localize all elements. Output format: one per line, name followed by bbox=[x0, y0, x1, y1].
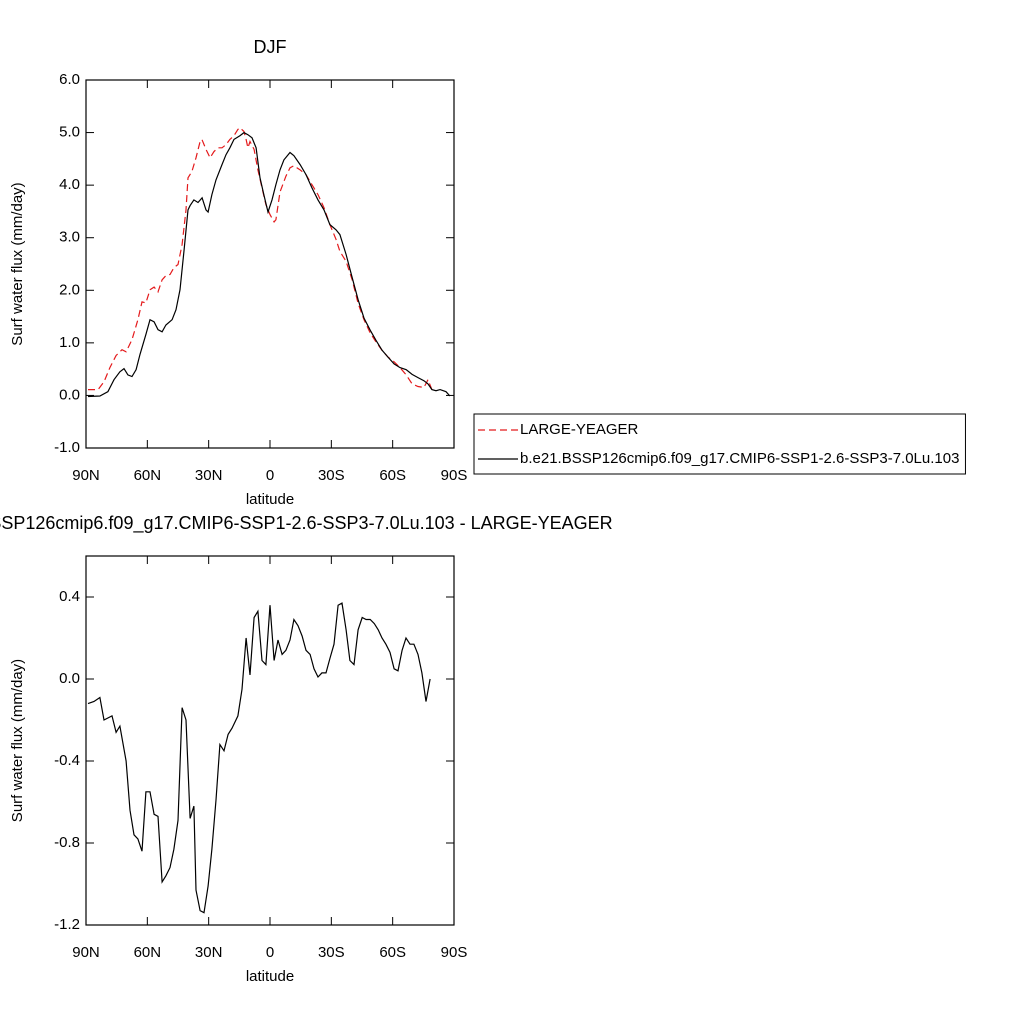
data-line bbox=[88, 127, 433, 391]
data-line bbox=[87, 131, 451, 398]
y-tick-label: 0.4 bbox=[59, 588, 80, 605]
x-tick-label: 30N bbox=[195, 944, 223, 961]
x-tick-label: 30S bbox=[318, 944, 345, 961]
legend-label: LARGE-YEAGER bbox=[520, 421, 639, 438]
x-tick-label: 90S bbox=[441, 944, 468, 961]
y-axis-label: Surf water flux (mm/day) bbox=[9, 659, 26, 822]
chart-title: b.e21.BSSP126cmip6.f09_g17.CMIP6-SSP1-2.… bbox=[0, 513, 613, 534]
x-tick-label: 30N bbox=[195, 467, 223, 484]
y-tick-label: 1.0 bbox=[59, 334, 80, 351]
x-tick-label: 90S bbox=[441, 467, 468, 484]
x-tick-label: 30S bbox=[318, 467, 345, 484]
x-tick-label: 60S bbox=[379, 944, 406, 961]
y-tick-label: 0.0 bbox=[59, 670, 80, 687]
y-axis-label: Surf water flux (mm/day) bbox=[9, 182, 26, 345]
x-tick-label: 0 bbox=[266, 944, 274, 961]
legend-box bbox=[473, 413, 966, 475]
legend: LARGE-YEAGER b.e21.BSSP126cmip6.f09_g17.C… bbox=[473, 413, 966, 475]
x-tick-label: 60S bbox=[379, 467, 406, 484]
y-tick-label: 5.0 bbox=[59, 124, 80, 141]
plot-frame bbox=[85, 79, 455, 449]
y-tick-label: 3.0 bbox=[59, 229, 80, 246]
y-tick-label: -1.2 bbox=[54, 916, 80, 933]
data-line bbox=[87, 602, 431, 914]
x-axis-label: latitude bbox=[246, 968, 294, 985]
x-tick-label: 0 bbox=[266, 467, 274, 484]
x-tick-label: 90N bbox=[72, 944, 100, 961]
y-tick-label: -0.8 bbox=[54, 834, 80, 851]
y-tick-label: 4.0 bbox=[59, 176, 80, 193]
chart-title: DJF bbox=[254, 37, 287, 57]
x-tick-label: 60N bbox=[134, 944, 162, 961]
x-tick-label: 90N bbox=[72, 467, 100, 484]
legend-label: b.e21.BSSP126cmip6.f09_g17.CMIP6-SSP1-2.… bbox=[520, 450, 959, 467]
x-tick-label: 60N bbox=[134, 467, 162, 484]
y-tick-label: 6.0 bbox=[59, 71, 80, 88]
y-tick-label: -1.0 bbox=[54, 439, 80, 456]
y-tick-label: 0.0 bbox=[59, 386, 80, 403]
x-axis-label: latitude bbox=[246, 491, 294, 508]
y-tick-label: 2.0 bbox=[59, 281, 80, 298]
y-tick-label: -0.4 bbox=[54, 752, 80, 769]
